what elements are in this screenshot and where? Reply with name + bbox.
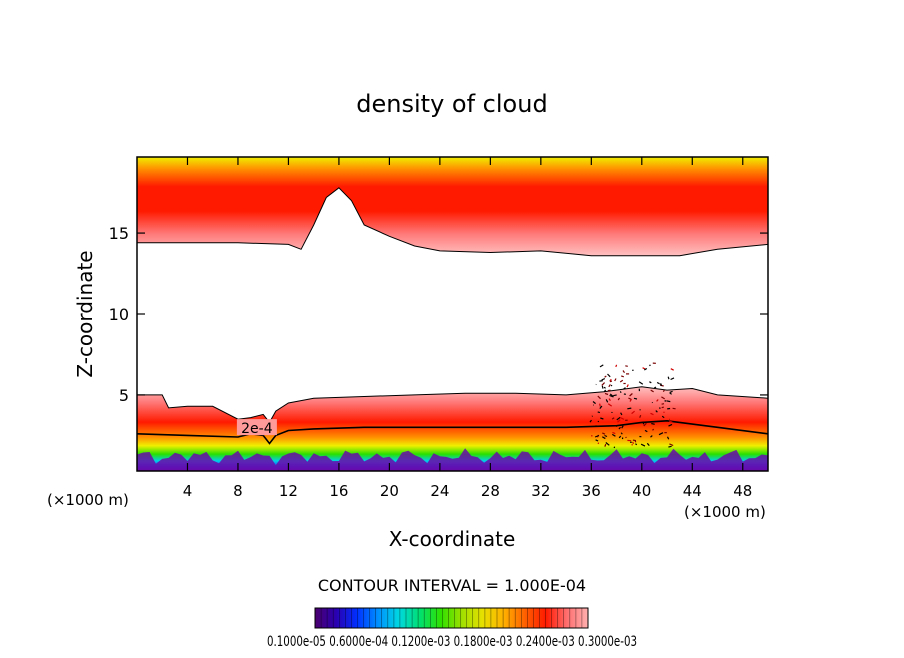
colorbar-labels: 0.1000e-05 0.6000e-04 0.1200e-03 0.1800e… [267,634,637,650]
noise-mark [632,444,633,445]
noise-mark [621,376,624,377]
noise-mark [598,443,599,444]
upper-cloud-layer [137,157,768,256]
x-tick-label: 24 [430,482,449,500]
noise-mark [616,365,617,367]
noise-mark [611,385,612,386]
x-tick-label: 8 [233,482,243,500]
noise-mark [634,398,637,399]
y-tick-label: 15 [109,224,129,243]
noise-mark [662,404,664,405]
noise-mark [613,395,617,396]
x-unit-right: (×1000 m) [684,503,766,521]
x-tick-label: 12 [279,482,298,500]
noise-mark [602,386,603,389]
noise-mark [625,366,628,367]
contour-interval-text: CONTOUR INTERVAL = 1.000E-04 [318,576,586,595]
x-tick-label: 40 [632,482,651,500]
noise-mark [668,377,669,380]
noise-mark [627,408,631,409]
noise-mark [651,424,654,425]
colorbar-fill [315,608,588,628]
noise-mark [666,401,670,402]
plot-area [137,157,768,471]
x-axis-label: X-coordinate [389,527,516,551]
chart-title: density of cloud [356,90,547,118]
x-tick-label: 4 [183,482,193,500]
noise-mark [650,365,651,366]
noise-mark [600,404,601,407]
noise-mark [633,442,634,444]
noise-mark [598,421,599,422]
x-tick-label: 36 [582,482,601,500]
y-tick-label: 10 [109,305,129,324]
noise-mark [660,384,662,385]
y-axis-label: Z-coordinate [73,250,97,377]
noise-mark [660,407,661,408]
x-tick-label: 16 [329,482,348,500]
noise-mark [620,391,621,393]
noise-mark [604,387,606,388]
x-tick-label: 32 [531,482,550,500]
noise-mark [654,387,656,388]
colorbar [315,608,588,628]
x-tick-label: 20 [380,482,399,500]
contour-label: 2e-4 [241,421,273,437]
noise-mark [598,412,600,413]
noise-mark [635,444,636,445]
x-tick-label: 48 [733,482,752,500]
y-tick-label: 5 [119,386,129,405]
noise-mark [673,408,676,409]
noise-mark [662,407,664,408]
x-tick-label: 28 [481,482,500,500]
x-unit-left: (×1000 m) [47,491,129,509]
noise-mark [599,381,602,382]
contour-label-group: 2e-4 [237,419,277,437]
noise-mark [626,437,627,438]
noise-mark [653,429,654,430]
x-tick-label: 44 [683,482,702,500]
noise-mark [668,446,671,447]
